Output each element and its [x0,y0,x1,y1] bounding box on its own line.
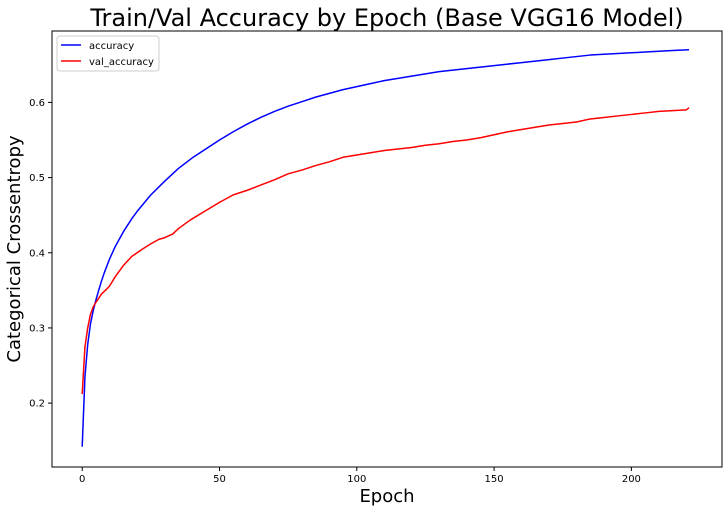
series-line-val-accuracy [81,107,690,395]
x-tick-label: 150 [485,474,504,485]
legend-label-accuracy: accuracy [89,41,134,52]
y-tick-label: 0.5 [29,173,45,184]
legend-box [56,35,160,72]
x-tick-label: 50 [213,474,226,485]
x-tick-label: 200 [622,474,641,485]
y-tick-label: 0.6 [29,98,45,109]
y-axis-label: Categorical Crossentropy [4,135,25,363]
plot-frame [51,30,723,468]
x-tick-label: 100 [347,474,366,485]
x-axis-ticks: 0 50 100 150 200 [79,467,641,485]
plot-lines [81,49,690,447]
y-tick-label: 0.4 [29,248,45,259]
y-axis-ticks: 0.2 0.3 0.4 0.5 0.6 [29,98,52,410]
legend-label-val-accuracy: val_accuracy [89,57,154,68]
y-tick-label: 0.3 [29,323,45,334]
legend: accuracy val_accuracy [56,35,160,72]
y-tick-label: 0.2 [29,399,45,410]
x-axis-label: Epoch [359,486,414,507]
series-line-accuracy [81,49,690,447]
chart-title: Train/Val Accuracy by Epoch (Base VGG16 … [89,4,683,32]
x-tick-label: 0 [79,474,85,485]
